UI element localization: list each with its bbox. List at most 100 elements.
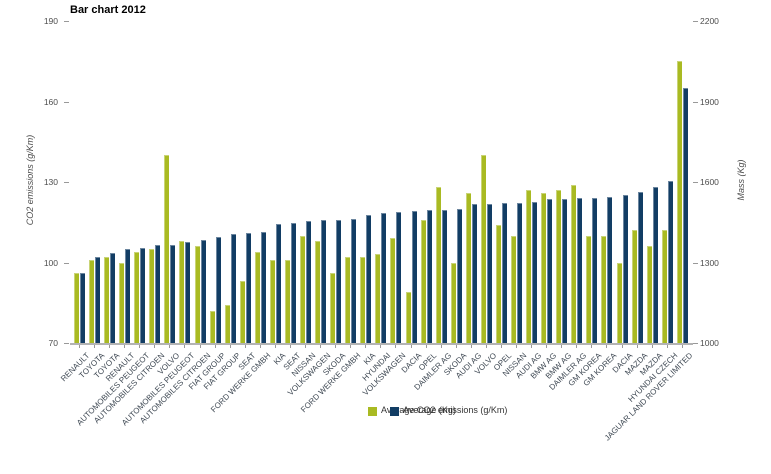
bar-mass-39 bbox=[667, 180, 673, 343]
bar-co2-32 bbox=[556, 190, 562, 343]
bar-mass-32 bbox=[562, 199, 568, 343]
bar-co2-38 bbox=[646, 246, 652, 343]
bar-mass-27 bbox=[486, 203, 492, 343]
x-axis-tickmark bbox=[154, 345, 156, 348]
bar-co2-6 bbox=[164, 155, 170, 343]
bar-co2-10 bbox=[224, 305, 230, 343]
y-axis-tickmark-right bbox=[693, 343, 698, 344]
bar-co2-3 bbox=[119, 262, 125, 343]
bar-co2-13 bbox=[269, 259, 275, 343]
y-axis-tick-right: 1000 bbox=[700, 338, 719, 348]
x-axis-tickmark bbox=[124, 345, 126, 348]
bar-mass-37 bbox=[637, 191, 643, 343]
x-axis-tickmark bbox=[681, 345, 683, 348]
bar-mass-10 bbox=[230, 234, 236, 343]
x-axis-tickmark bbox=[666, 345, 668, 348]
y-axis-tickmark-right bbox=[693, 182, 698, 183]
x-axis-tickmark bbox=[199, 345, 201, 348]
y-axis-tickmark-left bbox=[64, 263, 69, 264]
x-axis-tickmark bbox=[395, 345, 397, 348]
y-axis-tick-left: 160 bbox=[43, 96, 58, 107]
x-axis-tickmark bbox=[320, 345, 322, 348]
x-axis-line bbox=[70, 343, 693, 345]
legend-label-mass: Average (Kg) bbox=[403, 405, 456, 415]
y-axis-tickmark-right bbox=[693, 21, 698, 22]
bar-co2-18 bbox=[345, 257, 351, 343]
bar-co2-8 bbox=[194, 246, 200, 343]
bar-mass-4 bbox=[140, 247, 146, 343]
bar-co2-19 bbox=[360, 257, 366, 343]
x-axis-tickmark bbox=[516, 345, 518, 348]
x-axis-tickmark bbox=[500, 345, 502, 348]
bar-co2-21 bbox=[390, 238, 396, 343]
x-axis-tickmark bbox=[425, 345, 427, 348]
bar-mass-34 bbox=[592, 197, 598, 343]
bar-co2-25 bbox=[450, 262, 456, 343]
chart-title: Bar chart 2012 bbox=[70, 4, 146, 16]
bar-co2-30 bbox=[526, 190, 532, 343]
y-axis-tickmark-left bbox=[64, 102, 69, 103]
legend-swatch-co2 bbox=[368, 407, 377, 416]
x-axis-tickmark bbox=[214, 345, 216, 348]
x-axis-tickmark bbox=[335, 345, 337, 348]
bar-co2-34 bbox=[586, 235, 592, 343]
bar-co2-15 bbox=[300, 235, 306, 343]
bar-mass-18 bbox=[351, 218, 357, 343]
bar-co2-29 bbox=[511, 235, 517, 343]
x-axis-tickmark bbox=[591, 345, 593, 348]
x-axis-tickmark bbox=[274, 345, 276, 348]
bar-mass-3 bbox=[125, 249, 131, 343]
bar-mass-13 bbox=[275, 224, 281, 343]
x-axis-tickmark bbox=[606, 345, 608, 348]
bar-co2-26 bbox=[465, 192, 471, 343]
bar-co2-27 bbox=[480, 155, 486, 343]
y-axis-tick-right: 1300 bbox=[700, 257, 719, 268]
bar-mass-33 bbox=[577, 198, 583, 343]
x-axis-tickmark bbox=[455, 345, 457, 348]
bar-mass-26 bbox=[471, 204, 477, 343]
x-axis-tickmark bbox=[229, 345, 231, 348]
bar-co2-17 bbox=[330, 273, 336, 343]
bar-mass-19 bbox=[366, 215, 372, 343]
bar-co2-14 bbox=[284, 259, 290, 343]
bar-co2-16 bbox=[315, 241, 321, 343]
bar-co2-7 bbox=[179, 241, 185, 343]
x-axis-tickmark bbox=[94, 345, 96, 348]
bar-mass-29 bbox=[517, 202, 523, 343]
x-axis-tickmark bbox=[470, 345, 472, 348]
bar-mass-1 bbox=[95, 257, 101, 343]
bar-mass-24 bbox=[441, 209, 447, 343]
bar-co2-39 bbox=[661, 230, 667, 343]
y-axis-tick-left: 190 bbox=[43, 16, 58, 26]
y-axis-tick-left: 70 bbox=[48, 338, 58, 348]
bar-co2-33 bbox=[571, 184, 577, 343]
legend-label-co2: Average CO2 emissions (g/Km) bbox=[381, 405, 508, 415]
y-axis-tickmark-left bbox=[64, 182, 69, 183]
x-axis-tickmark bbox=[561, 345, 563, 348]
bar-co2-20 bbox=[375, 254, 381, 343]
x-axis-tickmark bbox=[139, 345, 141, 348]
y-axis-tick-left: 100 bbox=[43, 257, 58, 268]
bar-mass-16 bbox=[321, 220, 327, 343]
x-axis-tickmark bbox=[546, 345, 548, 348]
bar-co2-12 bbox=[254, 251, 260, 343]
bar-mass-38 bbox=[652, 186, 658, 343]
bar-co2-11 bbox=[239, 281, 245, 343]
y-axis-tick-left: 130 bbox=[43, 177, 58, 187]
bar-mass-2 bbox=[110, 253, 116, 343]
x-axis-tickmark bbox=[169, 345, 171, 348]
x-axis-tickmark bbox=[485, 345, 487, 348]
x-axis-tickmark bbox=[184, 345, 186, 348]
bar-mass-0 bbox=[80, 272, 85, 343]
y-axis-tickmark-left bbox=[64, 21, 69, 22]
bar-mass-28 bbox=[501, 203, 507, 343]
x-axis-tickmark bbox=[79, 345, 80, 348]
x-axis-tickmark bbox=[440, 345, 442, 348]
y-axis-tick-right: 1600 bbox=[700, 177, 719, 187]
x-axis-tickmark bbox=[576, 345, 578, 348]
bar-co2-23 bbox=[420, 219, 426, 343]
bar-mass-36 bbox=[622, 194, 628, 343]
x-axis-tickmark bbox=[289, 345, 291, 348]
x-axis-tickmark bbox=[636, 345, 638, 348]
